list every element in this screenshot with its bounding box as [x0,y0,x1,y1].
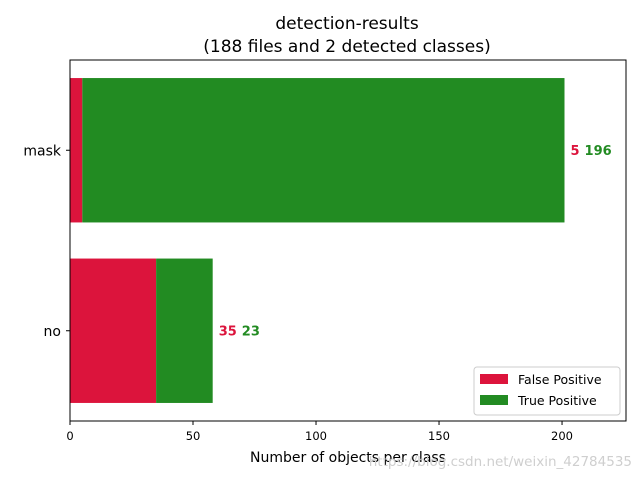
x-tick-label: 50 [186,429,201,443]
bar-mask-true-positive [82,78,565,223]
plot-frame [69,59,627,422]
legend-swatch-true-positive [480,395,508,405]
legend: False Positive True Positive [473,366,621,416]
legend-label-false-positive: False Positive [518,372,602,387]
watermark: https://blog.csdn.net/weixin_42784535 [369,454,632,470]
x-axis-label: Number of objects per class [250,450,446,466]
y-tick-label-no: no [44,324,61,340]
y-tick-label-mask: mask [23,143,62,159]
legend-label-true-positive: True Positive [517,393,597,408]
value-label-mask-true-positive: 196 [585,144,612,159]
bars-group [70,78,565,403]
x-tick-label: 100 [305,429,327,443]
x-tick-label: 200 [551,429,573,443]
bar-no-true-positive [156,258,213,403]
chart-title-line1: detection-results [275,14,419,34]
x-tick-label: 150 [428,429,450,443]
x-tick-label: 0 [66,429,73,443]
value-label-mask-false-positive: 5 [570,144,579,159]
value-labels-group: 5 196 35 23 [219,144,612,340]
y-axis-ticks: mask no [23,143,70,340]
value-label-no-true-positive: 23 [242,324,260,339]
legend-box [473,366,621,416]
chart-title-line2: (188 files and 2 detected classes) [203,37,490,57]
value-label-no-false-positive: 35 [219,324,237,339]
bar-mask-false-positive [70,78,83,223]
legend-swatch-false-positive [480,374,508,384]
x-axis-ticks: 0 50 100 150 200 [66,421,573,443]
bar-no-false-positive [70,258,157,403]
